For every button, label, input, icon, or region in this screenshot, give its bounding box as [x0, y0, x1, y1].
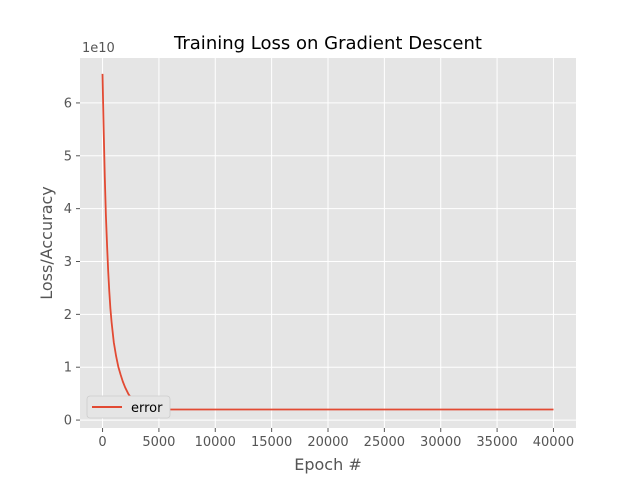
- y-tick-label: 2: [64, 308, 72, 323]
- x-tick-label: 0: [98, 435, 106, 450]
- y-tick-label: 5: [64, 149, 72, 164]
- y-tick-label: 1: [64, 361, 72, 376]
- series-layer: [101, 73, 554, 411]
- x-tick-label: 5000: [142, 435, 175, 450]
- x-tick-label: 10000: [195, 435, 236, 450]
- x-tick-label: 40000: [533, 435, 574, 450]
- y-tick-label: 3: [64, 255, 72, 270]
- legend-box: [86, 395, 171, 419]
- y-tick-label: 6: [64, 96, 72, 111]
- x-tick-label: 25000: [364, 435, 405, 450]
- y-axis-ticks: 0 1 2 3 4 5 6: [64, 96, 80, 429]
- grid-lines: [80, 58, 576, 428]
- y-tick-label: 0: [64, 414, 72, 429]
- y-axis-label: Loss/Accuracy: [37, 186, 56, 300]
- x-tick-label: 15000: [251, 435, 292, 450]
- legend-label-error: error: [131, 401, 163, 416]
- x-tick-label: 20000: [307, 435, 348, 450]
- series-line-error: [101, 73, 554, 411]
- x-tick-label: 30000: [420, 435, 461, 450]
- x-tick-label: 35000: [476, 435, 517, 450]
- chart-title: Training Loss on Gradient Descent: [173, 33, 482, 54]
- x-axis-ticks: 0 5000 10000 15000 20000 25000 30000 35000 40000: [98, 428, 574, 450]
- legend: error: [86, 395, 171, 419]
- x-axis-label: Epoch #: [294, 455, 361, 474]
- y-scale-multiplier: 1e10: [82, 41, 115, 56]
- y-tick-label: 4: [64, 202, 72, 217]
